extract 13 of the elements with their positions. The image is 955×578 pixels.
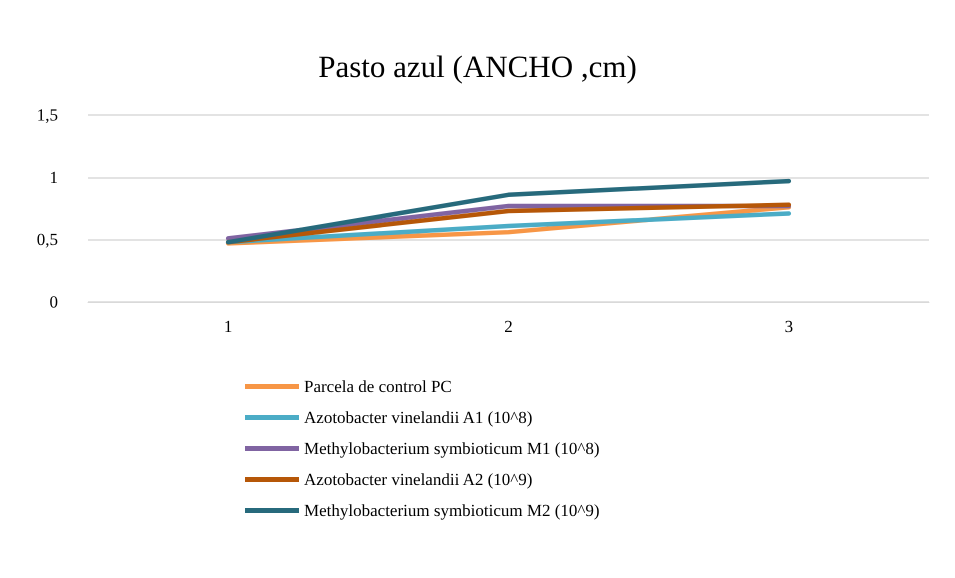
legend-label: Methylobacterium symbioticum M2 (10^9) <box>304 501 600 520</box>
chart-title: Pasto azul (ANCHO ,cm) <box>318 49 637 84</box>
y-tick-label: 1,5 <box>36 106 58 124</box>
legend-label: Azotobacter vinelandii A1 (10^8) <box>304 408 532 427</box>
legend-label: Methylobacterium symbioticum M1 (10^8) <box>304 439 600 458</box>
legend-label: Azotobacter vinelandii A2 (10^9) <box>304 470 532 489</box>
x-tick-label: 2 <box>504 317 513 336</box>
x-tick-label: 1 <box>224 317 232 336</box>
y-tick-label: 0,5 <box>36 230 58 250</box>
y-tick-label: 0 <box>50 292 58 312</box>
y-tick-label: 1 <box>50 168 58 187</box>
legend-label: Parcela de control PC <box>304 377 452 396</box>
x-tick-label: 3 <box>784 317 794 336</box>
